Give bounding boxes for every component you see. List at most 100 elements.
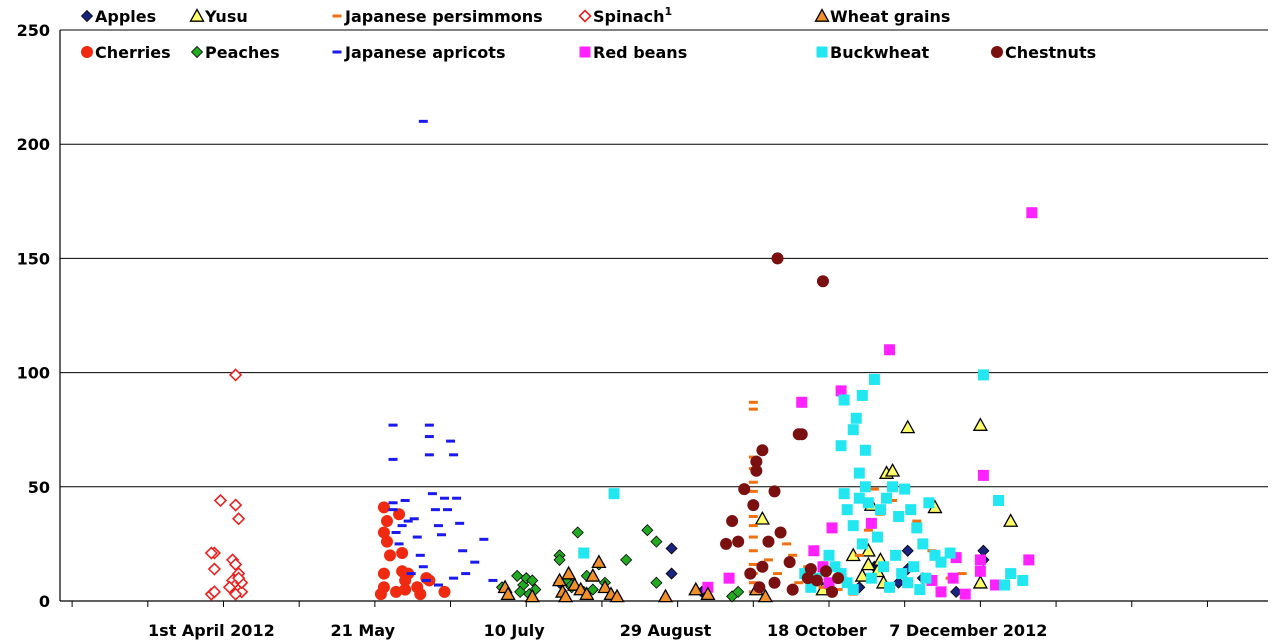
legend-marker [81,46,93,58]
data-point [783,556,796,569]
data-point [868,373,880,385]
data-point [388,423,398,427]
legend-marker [814,8,830,22]
y-tick-label: 150 [17,249,50,268]
x-tick-label: 10 July [484,621,546,640]
data-point [877,561,889,573]
series-spinach [204,368,249,601]
legend-item: Red beans [579,43,687,62]
data-point [862,497,874,509]
data-point [748,407,758,411]
series-cherries [374,501,451,601]
data-point [479,537,489,541]
data-point [859,444,871,456]
data-point [768,485,781,498]
data-point [397,524,407,528]
data-point [911,522,923,534]
data-point [1023,554,1035,566]
legend-item: Japanese persimmons [332,7,543,26]
data-point [418,119,428,123]
legend-marker [189,8,205,22]
data-point [917,538,929,550]
data-point [833,588,843,592]
data-point [801,572,814,585]
data-point [847,584,859,596]
data-point [738,483,751,496]
data-point [829,561,841,573]
legend-item: Chestnuts [991,43,1096,62]
data-point [950,552,962,564]
legend-item: Cherries [81,43,171,62]
data-point [944,547,956,559]
legend-label: Japanese persimmons [344,7,543,26]
data-point [526,574,539,587]
data-point [436,533,446,537]
data-point [411,581,424,594]
data-point [902,577,914,589]
data-point [452,496,462,500]
data-point [901,544,914,557]
data-point [561,565,577,580]
data-point [999,579,1011,591]
data-point [854,553,864,557]
data-point [390,585,403,598]
data-point [446,439,456,443]
legend-label: Cherries [95,43,171,62]
data-point [819,565,832,578]
data-point [403,519,413,523]
data-point [438,585,451,598]
legend-item: Wheat grains [814,7,950,26]
data-point [884,462,901,477]
data-point [511,569,524,582]
data-point [377,526,390,539]
data-point [957,572,967,576]
data-point [774,526,787,539]
legend-label: Apples [95,7,156,26]
axes: 0 50 100 150 200 250 1st April 2012 21 May 10 Ju… [17,21,1268,640]
legend-label: Buckwheat [830,43,930,62]
data-point [231,571,246,585]
data-point [688,581,704,596]
data-point [384,549,397,562]
data-point [748,562,758,566]
data-point [1017,574,1029,586]
data-point [841,577,853,589]
data-point [455,521,465,525]
data-point [665,567,678,580]
data-point [748,524,758,528]
data-point [732,585,745,598]
x-tick-label: 21 May [331,621,396,640]
data-point [810,574,823,587]
data-point [881,492,893,504]
data-point [859,481,871,493]
data-point [377,567,390,580]
data-point [816,275,829,288]
data-point [424,423,434,427]
data-point [923,497,935,509]
data-point [805,581,817,593]
data-point [959,588,971,600]
data-point [579,586,595,600]
data-point [865,572,877,584]
data-point [207,562,222,576]
data-point [430,508,440,512]
y-tick-label: 250 [17,21,50,40]
legend-label: Japanese apricots [344,43,505,62]
data-point [388,501,398,505]
data-point [920,572,932,584]
data-point [500,586,516,600]
data-point [990,579,1002,591]
data-point [869,487,879,491]
legend-item: Yusu [189,7,248,26]
legend-marker [578,9,592,23]
data-point [748,489,758,493]
data-point [947,572,959,584]
data-point [847,424,859,436]
data-point [860,542,876,557]
data-point [914,584,926,596]
data-point [853,467,865,479]
data-point [860,556,876,571]
data-point [641,524,654,537]
data-point [393,508,406,521]
data-point [838,394,850,406]
